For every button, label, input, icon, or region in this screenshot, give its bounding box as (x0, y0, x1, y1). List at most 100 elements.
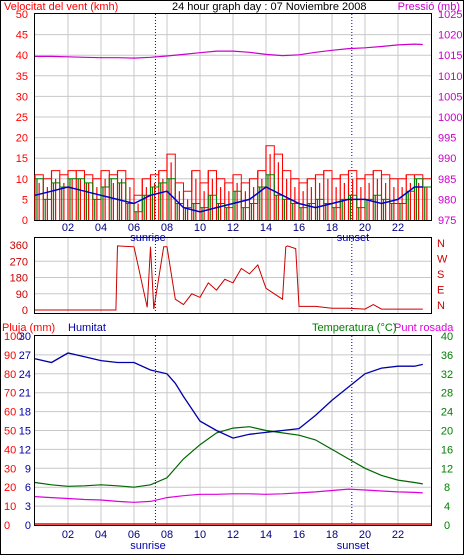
wind-axis-tick-label: 20 (16, 133, 28, 145)
humidity-axis-tick-label: 18 (19, 407, 31, 419)
rain-axis-tick-label: 50 (4, 426, 16, 438)
direction-axis-tick-label: 360 (10, 240, 28, 252)
sunrise-label-top: sunrise (130, 232, 165, 244)
temp-axis-tick-label: 20 (441, 426, 453, 438)
time-axis-tick-label: 20 (359, 222, 371, 234)
graph-title: 24 hour graph day : 07 Noviembre 2008 (172, 1, 366, 13)
wind-axis-tick-label: 30 (16, 91, 28, 103)
wind-series-line (35, 174, 431, 213)
direction-grid (35, 238, 431, 313)
pressure-axis-tick-label: 1005 (438, 91, 462, 103)
sunrise-label-bottom: sunrise (130, 540, 165, 552)
axis-ticks: 0510152025303540455097598098599099510001… (4, 9, 462, 541)
time-axis-tick-label: 14 (260, 529, 272, 541)
time-axis-tick-label: 08 (161, 529, 173, 541)
time-axis-tick-label: 06 (128, 529, 140, 541)
time-axis-tick-label: 02 (62, 222, 74, 234)
wind-axis-tick-label: 15 (16, 153, 28, 165)
direction-marks (35, 245, 423, 311)
pressure-axis-tick-label: 980 (438, 194, 456, 206)
rain-axis-tick-label: 0 (4, 520, 10, 532)
time-axis-tick-label: 04 (95, 222, 107, 234)
temp-axis-tick-label: 40 (441, 331, 453, 343)
wind-axis-tick-label: 0 (22, 215, 28, 227)
time-axis-tick-label: 16 (293, 222, 305, 234)
humidity-axis-tick-label: 0 (25, 520, 31, 532)
pressure-axis-tick-label: 1025 (438, 9, 462, 21)
temp-axis-tick-label: 36 (441, 350, 453, 362)
temp-axis-tick-label: 0 (444, 520, 450, 532)
time-axis-tick-label: 02 (62, 529, 74, 541)
dewpoint-line (34, 488, 423, 503)
pressure-axis-tick-label: 995 (438, 133, 456, 145)
rain-axis-tick-label: 30 (4, 463, 16, 475)
humidity-axis-tick-label: 12 (19, 444, 31, 456)
time-axis-tick-label: 12 (227, 222, 239, 234)
rain-axis-tick-label: 60 (4, 407, 16, 419)
compass-axis-tick-label: N (437, 300, 445, 312)
temperature-line (34, 426, 423, 488)
rain-axis-tick-label: 70 (4, 388, 16, 400)
rain-axis-tick-label: 80 (4, 369, 16, 381)
temp-marks (34, 352, 431, 525)
sunset-label-top: sunset (337, 232, 369, 244)
temp-axis-tick-label: 4 (444, 501, 450, 513)
time-axis-tick-label: 12 (227, 529, 239, 541)
rain-axis-tick-label: 100 (4, 331, 22, 343)
avg-wind-line (34, 186, 423, 213)
compass-axis-tick-label: W (437, 254, 448, 266)
temp-axis-tick-label: 8 (444, 482, 450, 494)
humidity-line (34, 352, 423, 439)
time-axis-tick-label: 10 (194, 222, 206, 234)
sunset-label-bottom: sunset (337, 540, 369, 552)
compass-axis-tick-label: N (437, 238, 445, 250)
pressure-axis-tick-label: 975 (438, 215, 456, 227)
temp-axis-tick-label: 16 (441, 444, 453, 456)
humidity-axis-tick-label: 24 (19, 369, 31, 381)
temp-axis-tick-label: 24 (441, 407, 453, 419)
time-axis-tick-label: 18 (326, 222, 338, 234)
humidity-axis-tick-label: 9 (25, 463, 31, 475)
pressure-axis-tick-label: 1020 (438, 30, 462, 42)
direction-line (35, 245, 423, 311)
rain-axis-tick-label: 20 (4, 482, 16, 494)
time-axis-tick-label: 16 (293, 529, 305, 541)
time-axis-tick-label: 20 (359, 529, 371, 541)
wind-title: Velocitat del vent (kmh) (4, 1, 118, 13)
time-axis-tick-label: 22 (392, 529, 404, 541)
time-axis-tick-label: 22 (392, 222, 404, 234)
time-axis-tick-label: 06 (128, 222, 140, 234)
temp-axis-tick-label: 28 (441, 388, 453, 400)
dew-title: Punt rosada (394, 322, 454, 334)
direction-axis-tick-label: 0 (22, 305, 28, 317)
humidity-title: Humitat (68, 322, 106, 334)
pressure-axis-tick-label: 1000 (438, 112, 462, 124)
pressure-axis-tick-label: 1015 (438, 50, 462, 62)
pressure-title: Pressió (mb) (398, 1, 460, 13)
wind-axis-tick-label: 35 (16, 71, 28, 83)
gust-series-line (35, 145, 431, 196)
direction-axis-tick-label: 270 (10, 256, 28, 268)
wind-axis-tick-label: 10 (16, 174, 28, 186)
compass-axis-tick-label: S (437, 269, 444, 281)
rain-axis-tick-label: 40 (4, 444, 16, 456)
time-axis-tick-label: 18 (326, 529, 338, 541)
humidity-axis-tick-label: 27 (19, 350, 31, 362)
wind-axis-tick-label: 40 (16, 50, 28, 62)
rain-title: Pluja (mm) (2, 322, 55, 334)
wind-axis-tick-label: 50 (16, 9, 28, 21)
direction-axis-tick-label: 180 (10, 273, 28, 285)
temp-axis-tick-label: 32 (441, 369, 453, 381)
humidity-axis-tick-label: 3 (25, 501, 31, 513)
wind-axis-tick-label: 25 (16, 112, 28, 124)
direction-axis-tick-label: 90 (16, 289, 28, 301)
time-axis-tick-label: 04 (95, 529, 107, 541)
humidity-axis-tick-label: 30 (19, 331, 31, 343)
pressure-line (35, 43, 423, 59)
pressure-axis-tick-label: 985 (438, 174, 456, 186)
rain-axis-tick-label: 10 (4, 501, 16, 513)
wind-axis-tick-label: 5 (22, 194, 28, 206)
temp-axis-tick-label: 12 (441, 463, 453, 475)
